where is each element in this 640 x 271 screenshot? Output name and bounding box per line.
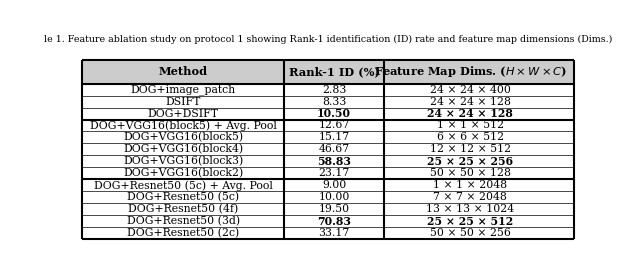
Text: DOG+VGG16(block3): DOG+VGG16(block3): [123, 156, 243, 167]
Text: 9.00: 9.00: [322, 180, 346, 190]
Text: 33.17: 33.17: [319, 228, 350, 238]
Text: 6 × 6 × 512: 6 × 6 × 512: [437, 133, 504, 143]
Text: 23.17: 23.17: [319, 168, 350, 178]
Text: DOG+DSIFT: DOG+DSIFT: [148, 109, 219, 118]
Text: 19.50: 19.50: [319, 204, 349, 214]
Text: 25 × 25 × 256: 25 × 25 × 256: [428, 156, 513, 167]
Text: 1 × 1 × 2048: 1 × 1 × 2048: [433, 180, 508, 190]
Text: 12.67: 12.67: [319, 121, 350, 131]
Text: DOG+VGG16(block5): DOG+VGG16(block5): [123, 132, 243, 143]
Text: 70.83: 70.83: [317, 216, 351, 227]
Text: DOG+VGG16(block5) + Avg. Pool: DOG+VGG16(block5) + Avg. Pool: [90, 120, 276, 131]
Text: le 1. Feature ablation study on protocol 1 showing Rank-1 identification (ID) ra: le 1. Feature ablation study on protocol…: [44, 35, 612, 44]
Text: DOG+Resnet50 (5c): DOG+Resnet50 (5c): [127, 192, 239, 202]
Text: DOG+Resnet50 (5c) + Avg. Pool: DOG+Resnet50 (5c) + Avg. Pool: [93, 180, 273, 191]
Text: Method: Method: [159, 66, 208, 77]
Text: 58.83: 58.83: [317, 156, 351, 167]
Text: 7 × 7 × 2048: 7 × 7 × 2048: [433, 192, 508, 202]
Text: 50 × 50 × 128: 50 × 50 × 128: [430, 168, 511, 178]
Text: 10.00: 10.00: [319, 192, 350, 202]
Text: 24 × 24 × 400: 24 × 24 × 400: [430, 85, 511, 95]
Text: 8.33: 8.33: [322, 96, 346, 107]
Text: 13 × 13 × 1024: 13 × 13 × 1024: [426, 204, 515, 214]
Text: 50 × 50 × 256: 50 × 50 × 256: [430, 228, 511, 238]
Text: Rank-1 ID (%): Rank-1 ID (%): [289, 66, 380, 77]
Text: 1 × 1 × 512: 1 × 1 × 512: [437, 121, 504, 131]
Text: DOG+VGG16(block4): DOG+VGG16(block4): [123, 144, 243, 154]
Text: DSIFT: DSIFT: [166, 96, 201, 107]
Text: Feature Map Dims. ($H \times W \times C$): Feature Map Dims. ($H \times W \times C$…: [374, 64, 567, 79]
Text: DOG+Resnet50 (2c): DOG+Resnet50 (2c): [127, 228, 239, 238]
Text: DOG+VGG16(block2): DOG+VGG16(block2): [123, 168, 243, 179]
Text: DOG+Resnet50 (3d): DOG+Resnet50 (3d): [127, 216, 240, 226]
Text: 15.17: 15.17: [319, 133, 349, 143]
Text: 24 × 24 × 128: 24 × 24 × 128: [428, 108, 513, 119]
Text: DOG+image_patch: DOG+image_patch: [131, 84, 236, 95]
Text: DOG+Resnet50 (4f): DOG+Resnet50 (4f): [128, 204, 238, 214]
Text: 10.50: 10.50: [317, 108, 351, 119]
Text: 12 × 12 × 512: 12 × 12 × 512: [430, 144, 511, 154]
Text: 24 × 24 × 128: 24 × 24 × 128: [430, 96, 511, 107]
Text: 2.83: 2.83: [322, 85, 346, 95]
Text: 46.67: 46.67: [319, 144, 349, 154]
Text: 25 × 25 × 512: 25 × 25 × 512: [428, 216, 513, 227]
